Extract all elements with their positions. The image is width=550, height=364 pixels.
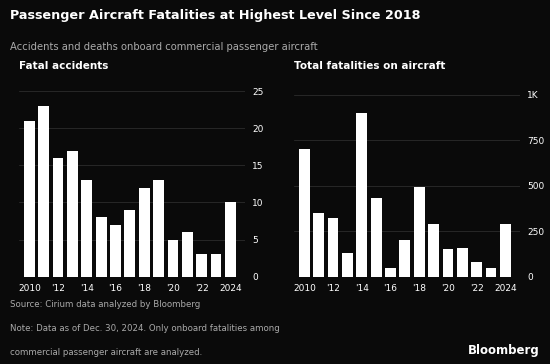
- Bar: [182, 232, 192, 277]
- Text: Accidents and deaths onboard commercial passenger aircraft: Accidents and deaths onboard commercial …: [10, 42, 317, 52]
- Bar: [196, 254, 207, 277]
- Bar: [371, 198, 382, 277]
- Text: Source: Cirium data analyzed by Bloomberg: Source: Cirium data analyzed by Bloomber…: [10, 300, 200, 309]
- Bar: [299, 149, 310, 277]
- Bar: [67, 151, 78, 277]
- Bar: [153, 180, 164, 277]
- Bar: [81, 180, 92, 277]
- Text: commercial passenger aircraft are analyzed.: commercial passenger aircraft are analyz…: [10, 348, 202, 357]
- Text: Fatal accidents: Fatal accidents: [19, 62, 109, 71]
- Bar: [414, 187, 425, 277]
- Text: Bloomberg: Bloomberg: [469, 344, 540, 357]
- Bar: [168, 240, 178, 277]
- Bar: [39, 106, 49, 277]
- Bar: [457, 248, 467, 277]
- Bar: [110, 225, 121, 277]
- Bar: [500, 224, 511, 277]
- Text: Passenger Aircraft Fatalities at Highest Level Since 2018: Passenger Aircraft Fatalities at Highest…: [10, 9, 420, 22]
- Bar: [399, 240, 410, 277]
- Bar: [225, 202, 236, 277]
- Bar: [443, 249, 453, 277]
- Bar: [328, 218, 338, 277]
- Bar: [428, 224, 439, 277]
- Bar: [471, 262, 482, 277]
- Bar: [211, 254, 222, 277]
- Bar: [53, 158, 63, 277]
- Text: Total fatalities on aircraft: Total fatalities on aircraft: [294, 62, 446, 71]
- Bar: [486, 268, 497, 277]
- Bar: [24, 121, 35, 277]
- Bar: [139, 188, 150, 277]
- Bar: [96, 217, 107, 277]
- Bar: [314, 213, 324, 277]
- Bar: [342, 253, 353, 277]
- Bar: [356, 113, 367, 277]
- Text: Note: Data as of Dec. 30, 2024. Only onboard fatalities among: Note: Data as of Dec. 30, 2024. Only onb…: [10, 324, 279, 333]
- Bar: [124, 210, 135, 277]
- Bar: [385, 268, 396, 277]
